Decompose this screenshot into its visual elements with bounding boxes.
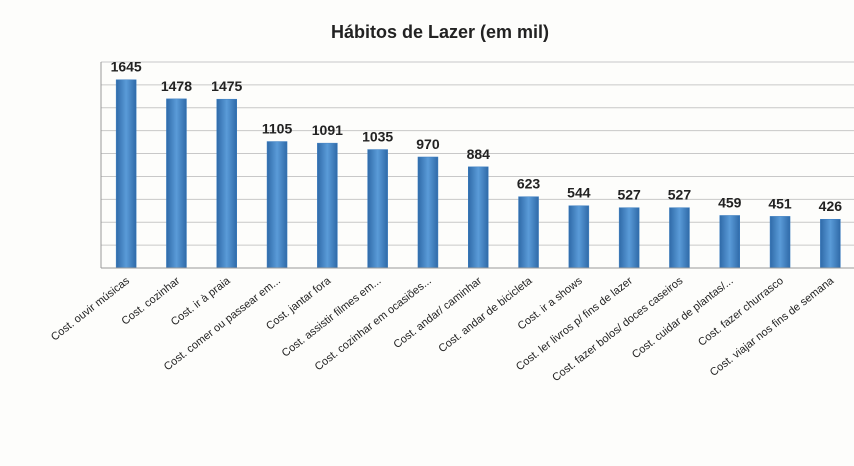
value-label: 527 (617, 187, 641, 203)
x-tick-label: Cost. andar/ caminhar (391, 275, 484, 351)
bar (266, 141, 288, 269)
value-label: 426 (819, 198, 843, 214)
bar (166, 98, 187, 269)
value-label: 1475 (211, 78, 242, 94)
bar (417, 156, 439, 269)
bar (317, 142, 338, 269)
x-tick-label: Cost. ouvir músicas (49, 275, 132, 344)
bar (518, 196, 539, 269)
bar (367, 149, 388, 269)
bar (568, 205, 590, 269)
bar (468, 166, 489, 269)
value-label: 970 (416, 136, 440, 152)
value-label: 1645 (111, 59, 142, 75)
bar (669, 207, 690, 269)
value-label: 1091 (312, 122, 343, 138)
bar (618, 207, 640, 269)
bar (216, 98, 237, 269)
value-label: 527 (668, 187, 692, 203)
bar (115, 79, 137, 269)
value-label: 1105 (262, 121, 293, 137)
value-label: 623 (517, 176, 541, 192)
value-label: 1035 (362, 129, 393, 145)
chart-title: Hábitos de Lazer (em mil) (331, 22, 549, 42)
value-label: 884 (467, 146, 491, 162)
bar (769, 216, 791, 269)
x-tick-label: Cost. andar de bicicleta (436, 274, 535, 355)
x-tick-label: Cost. fazer churrasco (696, 275, 786, 349)
bar (820, 218, 841, 269)
value-label: 544 (567, 185, 591, 201)
value-label: 451 (768, 195, 792, 211)
bar (719, 215, 740, 269)
value-label: 1478 (161, 78, 192, 94)
x-tick-label: Cost. cuidar de plantas/... (630, 275, 736, 361)
value-label: 459 (718, 194, 742, 210)
x-tick-label: Cost. assistir filmes em... (280, 275, 384, 360)
